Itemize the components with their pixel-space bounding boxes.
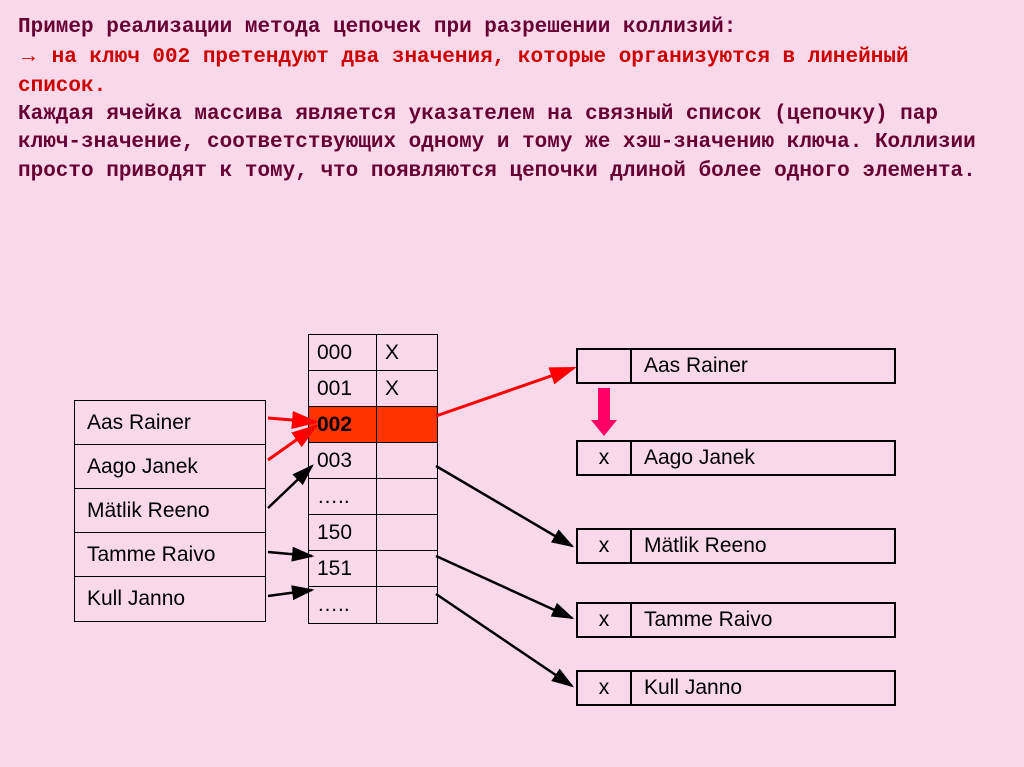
hash-row: 151 (309, 551, 437, 587)
hash-val-cell (377, 515, 437, 550)
hash-key-cell: 000 (309, 335, 377, 370)
name-row: Tamme Raivo (75, 533, 265, 577)
name-row: Mätlik Reeno (75, 489, 265, 533)
hash-val-cell: X (377, 371, 437, 406)
hash-val-cell (377, 479, 437, 514)
hash-row: 150 (309, 515, 437, 551)
hash-row: ….. (309, 479, 437, 515)
hash-row: 001X (309, 371, 437, 407)
hash-key-cell: 002 (309, 407, 377, 442)
hash-val-cell: X (377, 335, 437, 370)
hash-key-cell: 150 (309, 515, 377, 550)
chain-node: xAago Janek (576, 440, 896, 476)
chain-val-cell: Mätlik Reeno (632, 530, 894, 562)
hash-val-cell (377, 587, 437, 623)
chain-node: xKull Janno (576, 670, 896, 706)
name-row: Aago Janek (75, 445, 265, 489)
chain-ptr-cell (578, 350, 632, 382)
chain-val-cell: Aago Janek (632, 442, 894, 474)
chain-node: xMätlik Reeno (576, 528, 896, 564)
hash-key-cell: ….. (309, 587, 377, 623)
hash-row: ….. (309, 587, 437, 623)
chain-node: Aas Rainer (576, 348, 896, 384)
hash-key-cell: 001 (309, 371, 377, 406)
chain-val-cell: Kull Janno (632, 672, 894, 704)
diagram-area: Aas RainerAago JanekMätlik ReenoTamme Ra… (0, 0, 1024, 767)
hash-val-cell (377, 407, 437, 442)
chain-ptr-cell: x (578, 604, 632, 636)
chain-ptr-cell: x (578, 672, 632, 704)
chain-val-cell: Aas Rainer (632, 350, 894, 382)
hash-val-cell (377, 551, 437, 586)
hash-val-cell (377, 443, 437, 478)
hash-row: 000X (309, 335, 437, 371)
name-row: Aas Rainer (75, 401, 265, 445)
hash-key-cell: 003 (309, 443, 377, 478)
hash-row: 003 (309, 443, 437, 479)
chain-node: xTamme Raivo (576, 602, 896, 638)
chain-ptr-cell: x (578, 530, 632, 562)
chain-val-cell: Tamme Raivo (632, 604, 894, 636)
hash-row: 002 (309, 407, 437, 443)
hash-key-cell: ….. (309, 479, 377, 514)
chain-ptr-cell: x (578, 442, 632, 474)
hash-array-table: 000X001X002003…..150151….. (308, 334, 438, 624)
hash-key-cell: 151 (309, 551, 377, 586)
input-names-table: Aas RainerAago JanekMätlik ReenoTamme Ra… (74, 400, 266, 622)
name-row: Kull Janno (75, 577, 265, 621)
